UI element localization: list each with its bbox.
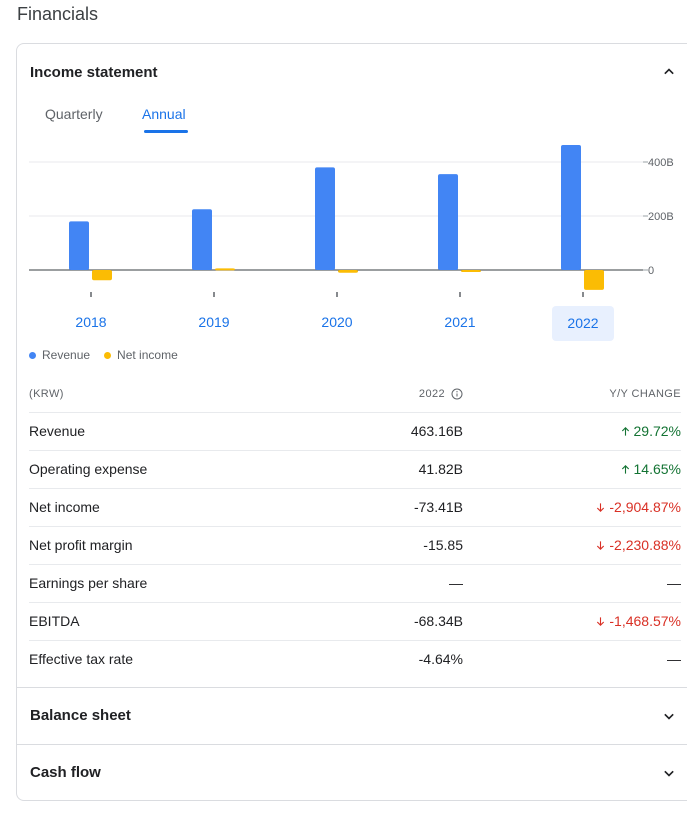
table-row: EBITDA -68.34B -1,468.57%: [29, 603, 681, 641]
row-change-value: -2,904.87%: [609, 499, 681, 515]
net-income-bar: [338, 270, 358, 273]
net-income-bar: [92, 270, 112, 281]
legend-revenue: Revenue: [29, 348, 90, 362]
arrow-down-icon: [597, 502, 605, 512]
row-change: -2,904.87%: [595, 499, 681, 515]
row-change: —: [667, 575, 681, 591]
row-change: 29.72%: [620, 423, 681, 439]
row-change-value: 14.65%: [633, 461, 681, 477]
row-label: EBITDA: [29, 613, 80, 629]
section-divider: [17, 687, 687, 688]
row-change: -2,230.88%: [595, 537, 681, 553]
arrow-up-icon: [621, 426, 629, 436]
legend-revenue-label: Revenue: [42, 348, 91, 362]
year-header: 2022: [419, 388, 463, 400]
table-body: Revenue 463.16B 29.72% Operating expense 41.…: [29, 413, 681, 678]
row-value: -15.85: [423, 537, 463, 553]
income-statement-title: Income statement: [30, 64, 158, 81]
year-label-2019[interactable]: 2019: [198, 314, 230, 330]
row-change-value: -1,468.57%: [609, 613, 681, 629]
arrow-down-icon: [597, 616, 605, 626]
cash-flow-header[interactable]: Cash flow: [17, 745, 687, 801]
financials-card: Income statement Balance sheet Cash flow: [16, 43, 687, 801]
table-row: Revenue 463.16B 29.72%: [29, 413, 681, 451]
chevron-down-icon[interactable]: [659, 706, 679, 726]
row-change-value: -2,230.88%: [609, 537, 681, 553]
income-statement-header[interactable]: Income statement: [17, 44, 687, 100]
table-row: Earnings per share — —: [29, 565, 681, 603]
net-income-dot-icon: [104, 351, 112, 359]
table-row: Net profit margin -15.85 -2,230.88%: [29, 527, 681, 565]
income-chart: 400B 200B 0: [29, 144, 674, 297]
table-row: Effective tax rate -4.64% —: [29, 641, 681, 678]
arrow-up-icon: [621, 464, 629, 474]
info-icon[interactable]: [451, 388, 463, 400]
section-divider: [17, 744, 687, 745]
revenue-bar: [438, 174, 458, 270]
row-label: Earnings per share: [29, 575, 148, 591]
row-value: -68.34B: [413, 613, 463, 629]
tab-active-indicator: [144, 130, 188, 133]
row-value: 41.82B: [418, 461, 463, 477]
table-header: (KRW) 2022 Y/Y CHANGE: [29, 376, 681, 413]
year-label-2021[interactable]: 2021: [444, 314, 476, 330]
chevron-down-icon[interactable]: [659, 763, 679, 783]
legend-net-income: Net income: [104, 348, 178, 362]
balance-sheet-header[interactable]: Balance sheet: [17, 688, 687, 744]
row-change-value: —: [667, 651, 681, 667]
tab-annual[interactable]: Annual: [142, 106, 186, 122]
row-label: Operating expense: [29, 461, 148, 477]
y-tick-label: 0: [648, 265, 654, 277]
row-change: -1,468.57%: [595, 613, 681, 629]
change-header: Y/Y CHANGE: [609, 388, 681, 400]
revenue-bar: [561, 144, 581, 270]
chart-legend: Revenue Net income: [29, 348, 178, 362]
year-label-2018[interactable]: 2018: [75, 314, 107, 330]
unit-header: (KRW): [29, 388, 64, 400]
row-label: Revenue: [29, 423, 86, 439]
row-change: 14.65%: [620, 461, 681, 477]
cash-flow-title: Cash flow: [30, 764, 101, 781]
row-change-value: —: [667, 575, 681, 591]
row-value: -73.41B: [413, 499, 463, 515]
y-tick-label: 200B: [648, 211, 674, 223]
row-label: Net profit margin: [29, 537, 133, 553]
revenue-bar: [192, 209, 212, 270]
row-label: Effective tax rate: [29, 651, 134, 667]
y-tick-label: 400B: [648, 157, 674, 169]
row-change-value: 29.72%: [633, 423, 681, 439]
page-title: Financials: [17, 4, 99, 24]
chevron-up-icon[interactable]: [659, 62, 679, 82]
year-label-2022[interactable]: 2022: [552, 306, 614, 341]
table-row: Operating expense 41.82B 14.65%: [29, 451, 681, 489]
revenue-bar: [315, 167, 335, 270]
tab-quarterly[interactable]: Quarterly: [45, 106, 103, 122]
net-income-bar: [584, 270, 604, 290]
income-table: (KRW) 2022 Y/Y CHANGE Revenue 463.16B 29.7…: [29, 376, 681, 678]
row-change: —: [667, 651, 681, 667]
revenue-dot-icon: [29, 351, 36, 359]
arrow-down-icon: [597, 540, 605, 550]
table-row: Net income -73.41B -2,904.87%: [29, 489, 681, 527]
row-value: -4.64%: [418, 651, 463, 667]
revenue-bar: [69, 221, 89, 270]
row-value: —: [449, 575, 463, 591]
net-income-bar: [215, 268, 235, 271]
balance-sheet-title: Balance sheet: [30, 707, 131, 724]
year-label-2020[interactable]: 2020: [321, 314, 353, 330]
net-income-bar: [461, 270, 481, 272]
year-header-label: 2022: [418, 388, 445, 400]
row-value: 463.16B: [410, 423, 463, 439]
row-label: Net income: [29, 499, 100, 515]
legend-net-income-label: Net income: [117, 348, 178, 362]
